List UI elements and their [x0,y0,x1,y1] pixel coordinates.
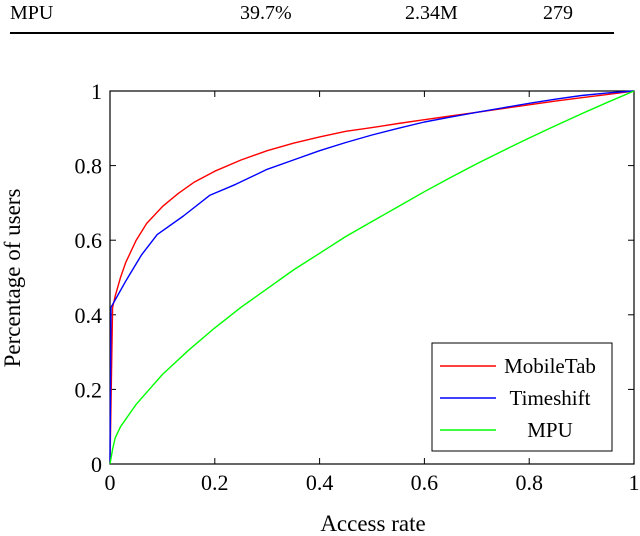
legend-label: Timeshift [510,386,591,410]
y-tick-label: 0 [91,452,102,477]
table-row: MPU 39.7% 2.34M 279 [0,0,640,34]
x-tick-label: 0.2 [201,470,229,495]
y-tick-label: 0.4 [75,303,103,328]
plot-frame [109,90,635,465]
x-axis-label: Access rate [320,511,425,536]
table-bottom-rule [10,32,614,34]
y-tick-label: 0.2 [75,377,103,402]
y-axis-label: Percentage of users [0,189,25,368]
series-line-mpu [109,90,635,465]
table-cell-number: 279 [543,2,573,24]
y-tick-label: 0.6 [75,228,103,253]
x-tick-label: 0.6 [411,470,439,495]
axes: 0 0.2 0.4 0.6 0.8 1 0 0.2 0.4 0.6 0.8 1 [75,79,640,495]
legend-label: MobileTab [504,354,596,378]
series-line-mobiletab [109,90,635,465]
x-tick-label: 1 [629,470,640,495]
y-tick-label: 1 [91,79,102,104]
x-tick-label: 0.8 [515,470,543,495]
series-lines [109,90,635,465]
table-cell-percent: 39.7% [240,2,292,24]
x-tick-label: 0 [105,470,116,495]
y-tick-label: 0.8 [75,154,103,179]
legend: MobileTab Timeshift MPU [431,342,613,452]
x-tick-label: 0.4 [306,470,334,495]
series-line-timeshift [109,90,635,465]
table-cell-count: 2.34M [405,2,458,24]
table-cell-method: MPU [10,2,54,24]
legend-box [431,342,613,452]
legend-label: MPU [527,418,573,442]
